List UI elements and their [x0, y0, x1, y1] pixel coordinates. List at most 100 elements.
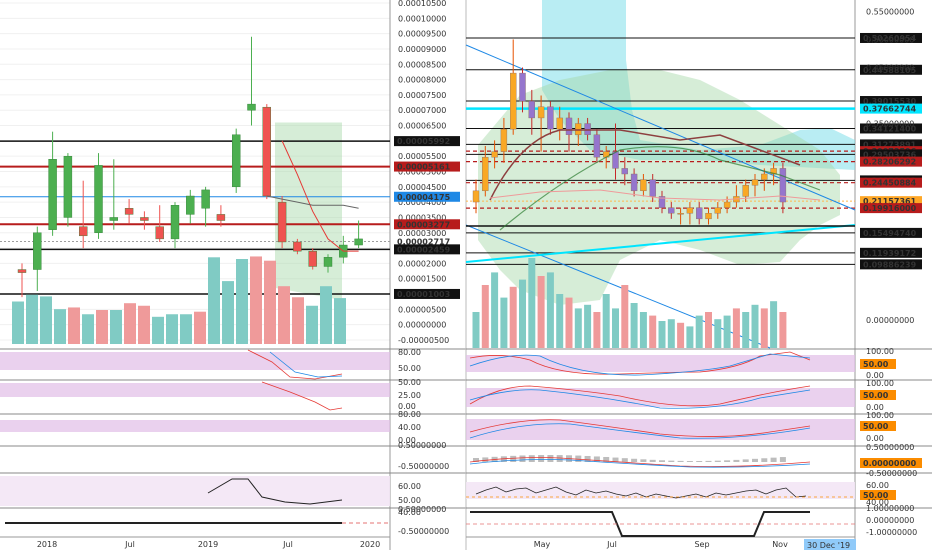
indicator-badge-label: 50.00 — [863, 360, 889, 369]
price-tick-label: 0.00000000 — [398, 321, 446, 330]
price-tick-label: 0.00008000 — [398, 76, 446, 85]
macd-histogram-bar — [677, 460, 684, 462]
candle-body — [354, 238, 363, 246]
macd-histogram-bar — [714, 460, 721, 462]
volume-bar — [574, 308, 582, 348]
candle-body — [668, 207, 675, 214]
volume-bar — [556, 294, 564, 348]
price-level-badge — [860, 123, 922, 134]
indicator-band — [466, 419, 855, 440]
candle-body — [705, 213, 712, 220]
candle-body — [537, 106, 545, 119]
candle-body — [565, 117, 573, 135]
indicator-tick-label: 60.00 — [866, 481, 889, 490]
macd-histogram-bar — [510, 455, 517, 462]
price-tick-label: 0.00003000 — [398, 229, 446, 238]
volume-bar — [584, 304, 592, 348]
price-tick-label: 0.00007000 — [398, 106, 446, 115]
price-tick-label: 0.50000000 — [866, 35, 914, 44]
volume-bar — [320, 286, 332, 344]
candle-body — [48, 159, 57, 230]
indicator-badge — [860, 421, 896, 431]
candle-body — [216, 214, 226, 221]
candle-body — [201, 189, 210, 209]
volume-bar — [732, 308, 740, 348]
time-axis-label: Jul — [124, 540, 135, 549]
volume-bar — [612, 308, 619, 348]
volume-bar — [180, 314, 192, 344]
price-level-badge — [860, 139, 922, 150]
macd-histogram-bar — [733, 459, 740, 462]
cci-signal-line — [469, 423, 811, 439]
price-level-label: 0.50260954 — [863, 34, 917, 43]
price-tick-label: 0.45000000 — [866, 63, 914, 72]
volume-bar — [593, 312, 601, 348]
volume-bar — [723, 315, 731, 348]
candle-body — [170, 204, 180, 240]
macd-histogram-bar — [640, 459, 647, 462]
volume-bar — [770, 301, 778, 348]
candle-body — [547, 106, 554, 130]
rsi-signal-line — [469, 389, 811, 409]
price-level-label: 0.34121400 — [863, 124, 917, 133]
indicator-tick-label: 0.00 — [398, 436, 416, 445]
adx-line — [475, 486, 807, 499]
macd-histogram-bar — [528, 455, 535, 462]
volume-bar — [26, 294, 38, 344]
time-axis-label: Sep — [694, 540, 709, 549]
indicator-badge-label: 50.00 — [863, 491, 889, 500]
volume-bar — [124, 303, 136, 344]
moving-average-line — [489, 129, 801, 201]
moving-average-line — [499, 146, 821, 231]
price-tick-label: 0.00008500 — [398, 60, 446, 69]
macd-histogram-bar — [770, 457, 777, 462]
volume-bar — [334, 298, 346, 344]
price-level-label: 0.15494740 — [863, 229, 917, 238]
moving-average-line — [489, 189, 821, 201]
candle-body — [575, 123, 582, 135]
stochastic-k-line — [247, 349, 343, 380]
indicator-tick-label: 0.50000000 — [866, 443, 914, 452]
indicator-badge — [860, 390, 896, 400]
price-level-badge — [860, 64, 922, 75]
macd-histogram-bar — [631, 458, 638, 462]
volume-bar — [250, 256, 262, 344]
candle-body — [621, 168, 628, 175]
indicator-tick-label: 0.00 — [866, 403, 884, 412]
volume-bar — [194, 311, 206, 344]
price-level-label: 0.00002717 — [397, 237, 450, 246]
macd-line — [469, 457, 811, 467]
macd-histogram-bar — [612, 457, 619, 462]
price-level-badge — [860, 149, 922, 160]
volume-bar — [630, 303, 638, 348]
candle-body — [658, 196, 666, 208]
candle-body — [293, 241, 302, 252]
macd-histogram-bar — [482, 457, 489, 462]
candle-body — [491, 151, 498, 158]
indicator-badge — [860, 458, 922, 468]
indicator-tick-label: 0.50000000 — [398, 441, 446, 450]
price-level-badge — [860, 177, 922, 188]
indicator-tick-label: 60.00 — [398, 482, 421, 491]
candle-body — [500, 128, 508, 152]
moving-average-line — [281, 140, 359, 252]
candle-body — [677, 213, 684, 215]
volume-bar — [546, 272, 554, 348]
price-tick-label: 0.00010500 — [398, 0, 446, 8]
candle-body — [231, 134, 241, 188]
price-level-badge — [860, 32, 922, 43]
indicator-tick-label: 50.00 — [398, 364, 421, 373]
price-level-label: 0.00005161 — [397, 163, 451, 172]
candle-body — [277, 201, 287, 243]
indicator-tick-label: -0.50000000 — [398, 462, 449, 471]
indicator-badge — [860, 490, 896, 500]
candle-body — [308, 250, 317, 267]
indicator-badge-label: 50.00 — [863, 422, 889, 431]
indicator-tick-label: 80.00 — [398, 348, 421, 357]
time-axis-label: Nov — [772, 540, 788, 549]
macd-histogram-bar — [779, 457, 786, 462]
price-level-badge — [860, 227, 922, 238]
stochastic-d-line — [469, 353, 811, 376]
candle-body — [124, 208, 134, 215]
volume-bar — [138, 305, 150, 344]
